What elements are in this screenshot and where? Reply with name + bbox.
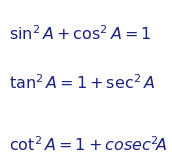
Text: $\tan^2 A = 1 + \sec^2 A$: $\tan^2 A = 1 + \sec^2 A$ [9,74,155,92]
Text: $\sin^2 A + \cos^2 A = 1$: $\sin^2 A + \cos^2 A = 1$ [9,24,151,42]
Text: $\cot^2 A = 1 + \mathit{cosec}^2\!A$: $\cot^2 A = 1 + \mathit{cosec}^2\!A$ [9,135,167,154]
